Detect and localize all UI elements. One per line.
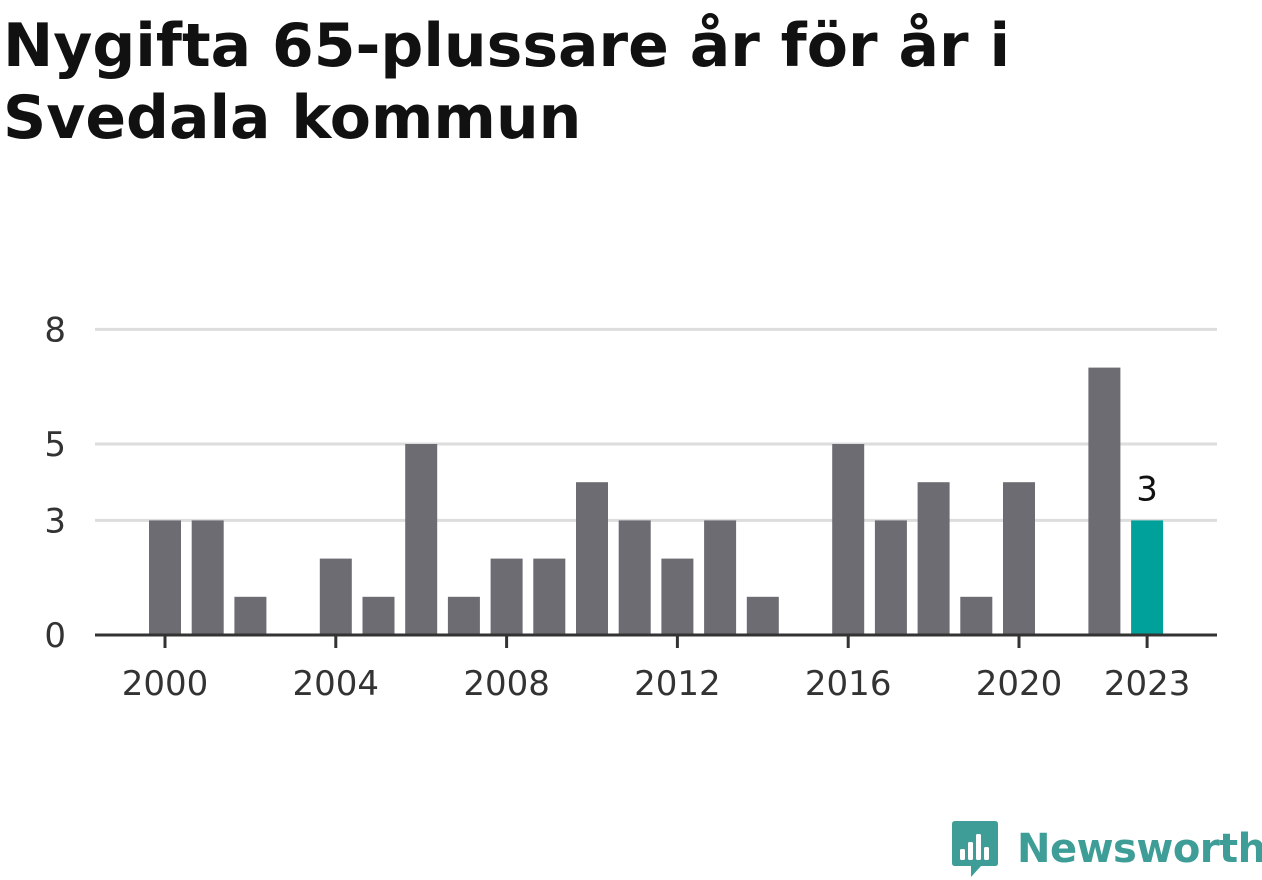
y-tick-label: 0 [44,616,66,656]
annotations: 3 [1136,469,1158,509]
bar-2001 [191,520,224,635]
bar-2012 [661,558,694,635]
x-axis [95,633,1217,648]
x-tick-label: 2016 [805,664,892,704]
bar-2014 [746,596,779,635]
bar-2018 [917,482,950,635]
y-tick-label: 5 [44,425,66,465]
bar-2023 [1131,520,1164,635]
bar-2016 [832,444,865,635]
bar-2000 [149,520,181,635]
bar-2013 [704,520,737,635]
bar-2004 [319,558,352,635]
y-tick-label: 3 [44,501,66,541]
bar-2006 [405,444,438,635]
chart-title: Nygifta 65-plussare år för år i Svedala … [3,11,1011,153]
y-axis-labels: 0 3 5 8 [44,310,66,656]
gridlines [95,327,1217,522]
bar-2020 [1003,482,1035,635]
x-axis-labels: 2000 2004 2008 2012 2016 2020 2023 [122,664,1191,704]
x-tick-label: 2004 [293,664,380,704]
x-tick-label: 2020 [976,664,1063,704]
y-tick-label: 8 [44,310,66,350]
bar-2019 [960,596,993,635]
x-tick-label: 2012 [634,664,721,704]
data-label-2023: 3 [1136,469,1158,509]
bar-2002 [234,596,267,635]
bar-2008 [490,558,523,635]
brand-name: Newsworthy [1017,826,1262,872]
x-tick-label: 2000 [122,664,209,704]
bar-2017 [874,520,907,635]
bar-2007 [447,596,480,635]
bar-2010 [576,482,608,635]
newsworthy-logo-icon [952,821,998,877]
x-tick-label: 2023 [1104,664,1191,704]
bar-2022 [1088,367,1121,635]
bar-2009 [533,558,566,635]
bar-2011 [618,520,651,635]
x-tick-label: 2008 [463,664,550,704]
bar-2005 [362,596,395,635]
bars [149,367,1164,635]
newsworthy-brand: Newsworthy [951,818,1262,880]
